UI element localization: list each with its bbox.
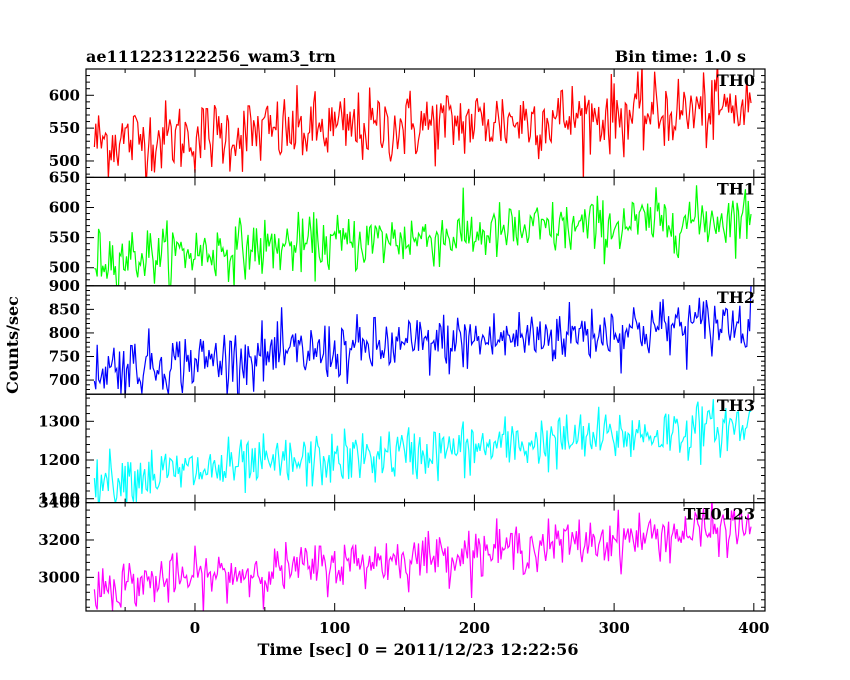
y-axis-label: Counts/sec — [3, 296, 22, 394]
y-tick-label-th2: 900 — [49, 277, 80, 295]
y-tick-label-th2: 850 — [49, 300, 80, 318]
series-line-th3 — [93, 399, 752, 503]
panels-group: 500 550 600 TH0 500 550 600 650 TH1 700 750 800 850 9… — [38, 68, 766, 612]
y-tick-label-th2: 750 — [49, 347, 80, 365]
series-line-th0 — [93, 69, 752, 178]
chart-right-title: Bin time: 1.0 s — [615, 47, 746, 66]
x-tick-label: 200 — [459, 619, 490, 637]
y-tick-label-th0123: 3400 — [38, 494, 80, 512]
x-tick-label: 0 — [190, 619, 200, 637]
panel-frame-th3 — [85, 393, 766, 504]
x-tick-label: 300 — [598, 619, 629, 637]
panel-frame-th0123 — [85, 502, 766, 612]
y-tick-label-th1: 600 — [49, 199, 80, 217]
y-tick-label-th0: 550 — [49, 119, 80, 137]
x-axis: 0 100 200 300 400 — [190, 619, 770, 637]
y-tick-label-th1: 650 — [49, 168, 80, 186]
y-tick-label-th2: 800 — [49, 324, 80, 342]
y-tick-label-th0: 500 — [49, 152, 80, 170]
series-label-th0123: TH0123 — [683, 505, 755, 524]
series-label-th3: TH3 — [717, 396, 755, 415]
series-line-th0123 — [93, 502, 752, 612]
series-line-th1 — [94, 185, 752, 286]
y-tick-label-th3: 1100 — [38, 490, 80, 508]
x-tick-label: 100 — [319, 619, 350, 637]
series-label-th1: TH1 — [717, 179, 755, 198]
series-label-th0: TH0 — [717, 71, 755, 90]
series-label-th2: TH2 — [717, 288, 755, 307]
y-tick-label-th2: 700 — [49, 371, 80, 389]
y-tick-label-th0123: 3200 — [38, 531, 80, 549]
y-tick-label-th3: 1300 — [38, 412, 80, 430]
series-line-th2 — [93, 285, 752, 395]
y-tick-label-th1: 550 — [49, 229, 80, 247]
y-tick-label-th0123: 3000 — [38, 568, 80, 586]
x-axis-label: Time [sec] 0 = 2011/12/23 12:22:56 — [258, 640, 579, 659]
x-tick-label: 400 — [738, 619, 769, 637]
y-tick-label-th0: 600 — [49, 86, 80, 104]
y-tick-label-th1: 500 — [49, 259, 80, 277]
y-tick-label-th3: 1200 — [38, 451, 80, 469]
chart-left-title: ae111223122256_wam3_trn — [86, 47, 336, 66]
